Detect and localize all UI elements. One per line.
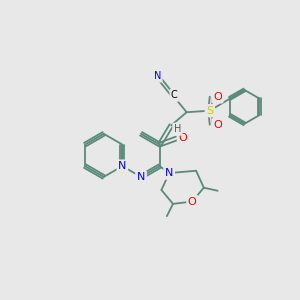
Text: N: N	[165, 168, 173, 178]
Text: O: O	[188, 196, 197, 206]
Text: O: O	[213, 92, 222, 102]
Text: N: N	[154, 71, 161, 81]
Text: S: S	[206, 106, 213, 116]
Text: O: O	[213, 119, 222, 130]
Text: H: H	[174, 124, 181, 134]
Text: N: N	[118, 161, 127, 171]
Text: O: O	[178, 134, 187, 143]
Text: C: C	[171, 90, 178, 100]
Text: N: N	[137, 172, 145, 182]
